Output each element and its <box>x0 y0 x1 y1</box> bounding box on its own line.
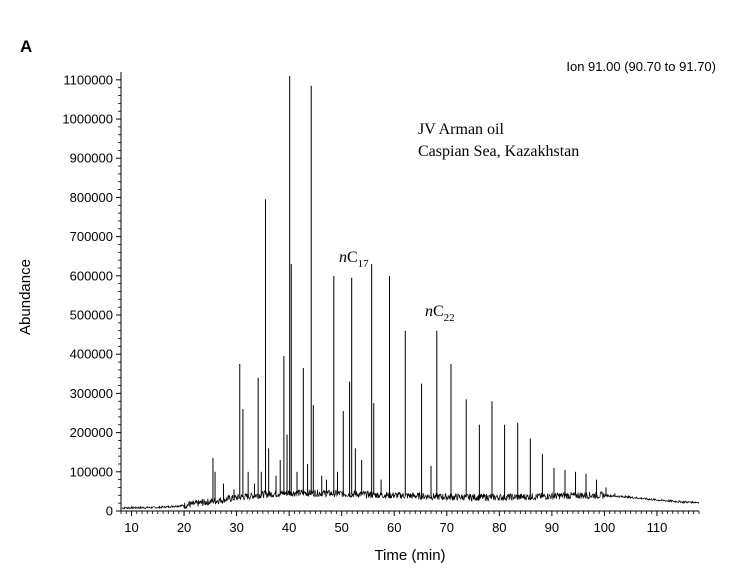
peak-label-prefix: n <box>339 249 347 266</box>
baseline-trace <box>121 489 700 510</box>
x-tick-label: 10 <box>124 520 138 535</box>
peak-label-prefix: n <box>425 303 433 320</box>
peak-label-nc22: nC22 <box>425 303 455 324</box>
y-tick-label: 700000 <box>70 229 113 244</box>
panel-label: A <box>20 37 32 56</box>
peak-label-sub: 22 <box>444 312 455 324</box>
y-tick-label: 500000 <box>70 308 113 323</box>
x-tick-label: 80 <box>492 520 506 535</box>
peak-label-main: C <box>433 303 444 320</box>
ion-label: Ion 91.00 (90.70 to 91.70) <box>566 59 716 74</box>
chromatogram-trace <box>121 75 700 510</box>
x-axis-ticks: 10 20 30 40 50 60 70 80 90 100 110 <box>120 511 700 535</box>
y-tick-label: 300000 <box>70 386 113 401</box>
x-axis-label: Time (min) <box>374 547 445 564</box>
y-tick-label: 0 <box>106 504 113 519</box>
x-tick-label: 40 <box>282 520 296 535</box>
y-tick-label: 100000 <box>70 464 113 479</box>
x-tick-label: 60 <box>387 520 401 535</box>
y-tick-label: 600000 <box>70 268 113 283</box>
y-tick-label: 400000 <box>70 347 113 362</box>
y-axis-label: Abundance <box>17 259 34 335</box>
x-tick-label: 50 <box>334 520 348 535</box>
sample-location: Caspian Sea, Kazakhstan <box>418 143 579 160</box>
y-tick-label: 1100000 <box>63 72 113 87</box>
peak-label-nc17: nC17 <box>339 249 369 270</box>
y-tick-label: 900000 <box>70 151 113 166</box>
x-tick-label: 100 <box>594 520 616 535</box>
y-tick-label: 1000000 <box>62 112 113 127</box>
x-tick-label: 30 <box>229 520 243 535</box>
y-tick-label: 800000 <box>70 190 113 205</box>
y-tick-label: 200000 <box>70 425 113 440</box>
sample-name: JV Arman oil <box>418 121 504 138</box>
x-tick-label: 90 <box>545 520 559 535</box>
x-tick-label: 70 <box>440 520 454 535</box>
peak-label-sub: 17 <box>358 258 370 270</box>
svg-text:nC22: nC22 <box>425 303 455 324</box>
y-axis-ticks: 0 100000 200000 300000 400000 500000 600000 700… <box>62 72 121 519</box>
peak-label-main: C <box>347 249 358 266</box>
svg-text:nC17: nC17 <box>339 249 369 270</box>
x-tick-label: 20 <box>177 520 191 535</box>
x-tick-label: 110 <box>647 520 668 535</box>
